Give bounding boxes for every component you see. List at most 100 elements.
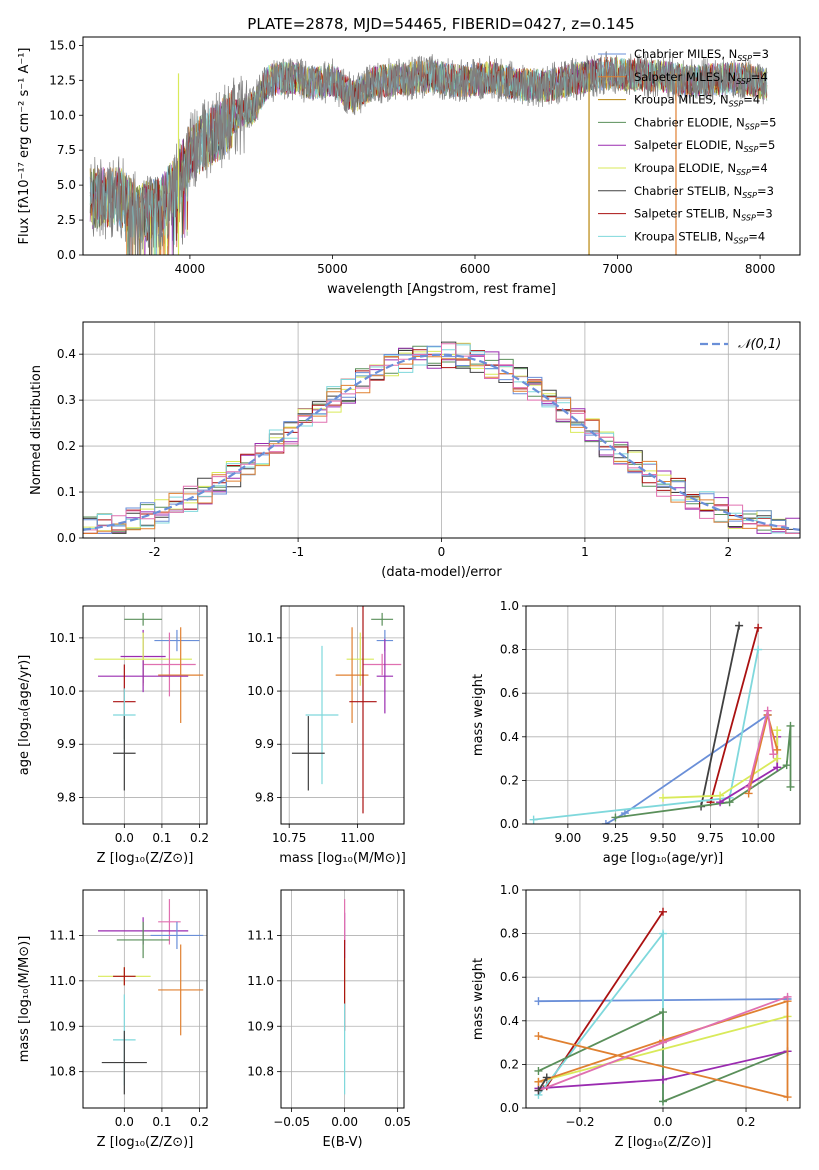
plot-area [534,907,792,1106]
y-tick-label: 10.9 [247,1019,274,1033]
weight-marker [534,1032,543,1041]
weight-marker [773,726,782,735]
axes-frame [82,889,208,1109]
weight-line [537,1077,548,1092]
x-tick-label: 0.2 [736,1115,755,1129]
panel-age_vs_Z: 0.0 0.1 0.2 9.8 9.9 10.0 10.1 Z [log₁₀(Z/Z⊙)] ag… [17,605,209,866]
legend-entry: Salpeter ELODIE, NSSP=5 [634,138,775,154]
x-tick-label: 9.00 [555,831,582,845]
weight-marker [529,815,538,824]
x-tick-label: 11.00 [340,831,374,845]
axes-frame [82,605,208,825]
weight-marker [769,750,778,759]
x-tick-label: 5000 [317,262,348,276]
y-tick-label: 0.0 [57,531,76,545]
weight-marker [783,992,792,1001]
x-tick-label: 10.00 [741,831,775,845]
weight-marker [659,929,667,938]
figure-title: PLATE=2878, MJD=54465, FIBERID=0427, z=0… [247,15,634,33]
x-tick-label: 0.00 [331,1115,358,1129]
x-tick-label: 0.0 [115,1115,134,1129]
x-tick-label: -1 [292,545,304,559]
y-tick-label: 10.8 [247,1065,274,1079]
panel-spectrum: 4000 5000 6000 7000 8000 0.0 2.5 5.0 7.5 10.0 12.5… [17,36,801,297]
x-tick-label: 9.50 [650,831,677,845]
plot-area [89,51,768,255]
legend-entry: Chabrier MILES, NSSP=3 [634,47,769,63]
weight-line [662,730,779,799]
x-tick-label: 0.2 [190,1115,209,1129]
panel-histogram: -2 -1 0 1 2 0.0 0.1 0.2 0.3 0.4 (data-model)/error… [29,321,801,580]
y-tick-label: 0.0 [500,1101,519,1115]
x-axis-label: mass [log₁₀(M/M⊙)] [279,851,406,866]
x-tick-label: 0 [438,545,446,559]
weight-marker [716,791,725,800]
weight-marker [744,782,753,791]
y-tick-label: 11.1 [247,928,274,942]
x-axis-label: Z [log₁₀(Z/Z⊙)] [97,851,194,866]
weight-marker [735,621,744,630]
y-tick-label: 11.0 [247,974,274,988]
y-tick-label: 10.0 [247,684,274,698]
weight-marker [542,1073,551,1082]
x-tick-label: 0.1 [152,831,171,845]
y-axis-label: mass weight [471,674,486,756]
y-tick-label: 7.5 [57,143,76,157]
weight-marker [786,782,795,791]
y-tick-label: 12.5 [49,73,76,87]
y-tick-label: 0.2 [500,1057,519,1071]
y-tick-label: 0.4 [500,730,519,744]
legend-entry: Chabrier STELIB, NSSP=3 [634,184,774,200]
weight-line [538,1015,788,1083]
plot-area [94,612,204,791]
weight-marker [725,798,734,807]
legend-entry: Salpeter STELIB, NSSP=3 [634,207,773,223]
x-tick-label: 1 [581,545,589,559]
x-tick-label: 6000 [460,262,491,276]
y-axis-label: mass [log₁₀(M/M⊙)] [17,936,32,1063]
x-axis-label: (data-model)/error [381,565,502,580]
y-tick-label: 9.8 [57,790,76,804]
weight-line [533,649,759,821]
x-axis-label: wavelength [Angstrom, rest frame] [327,282,556,297]
weight-marker [659,1008,667,1017]
weight-marker [601,820,610,824]
weight-marker [773,754,782,763]
weight-marker [659,793,667,802]
legend-entry: Salpeter MILES, NSSP=4 [634,70,768,86]
weight-marker [659,1097,667,1106]
weight-marker [782,761,791,770]
y-tick-label: 10.1 [247,631,274,645]
y-tick-label: 0.8 [500,927,519,941]
x-tick-label: 0.1 [152,1115,171,1129]
weight-marker [659,907,667,916]
y-tick-label: 0.4 [57,347,76,361]
x-tick-label: 2 [724,545,732,559]
y-tick-label: 10.0 [49,108,76,122]
y-axis-label: Flux [fλ10⁻¹⁷ erg cm⁻² s⁻¹ A⁻¹] [17,48,32,245]
y-tick-label: 0.8 [500,643,519,657]
weight-marker [754,623,763,632]
weight-marker [783,1093,792,1102]
y-axis-label: mass weight [471,958,486,1040]
y-tick-label: 11.1 [49,928,76,942]
data-spectrum-line [89,51,768,255]
plot-area [529,621,795,824]
x-tick-label: 9.75 [697,831,724,845]
axes-frame [280,605,405,825]
weight-marker [534,1077,543,1086]
y-tick-label: 0.6 [500,970,519,984]
y-tick-label: 10.0 [49,684,76,698]
x-tick-label: 0.0 [653,1115,672,1129]
y-tick-label: 10.1 [49,631,76,645]
y-tick-label: 11.0 [49,974,76,988]
x-axis-label: E(B-V) [322,1135,362,1150]
legend: Chabrier MILES, NSSP=3 Salpeter MILES, NS… [598,47,776,245]
x-tick-label: −0.2 [565,1115,594,1129]
weight-marker [754,645,763,654]
y-axis-label: age [log₁₀(age/yr)] [17,655,32,776]
y-tick-label: 0.2 [500,773,519,787]
x-tick-label: 8000 [745,262,776,276]
x-axis-label: age [log₁₀(age/yr)] [603,851,724,866]
